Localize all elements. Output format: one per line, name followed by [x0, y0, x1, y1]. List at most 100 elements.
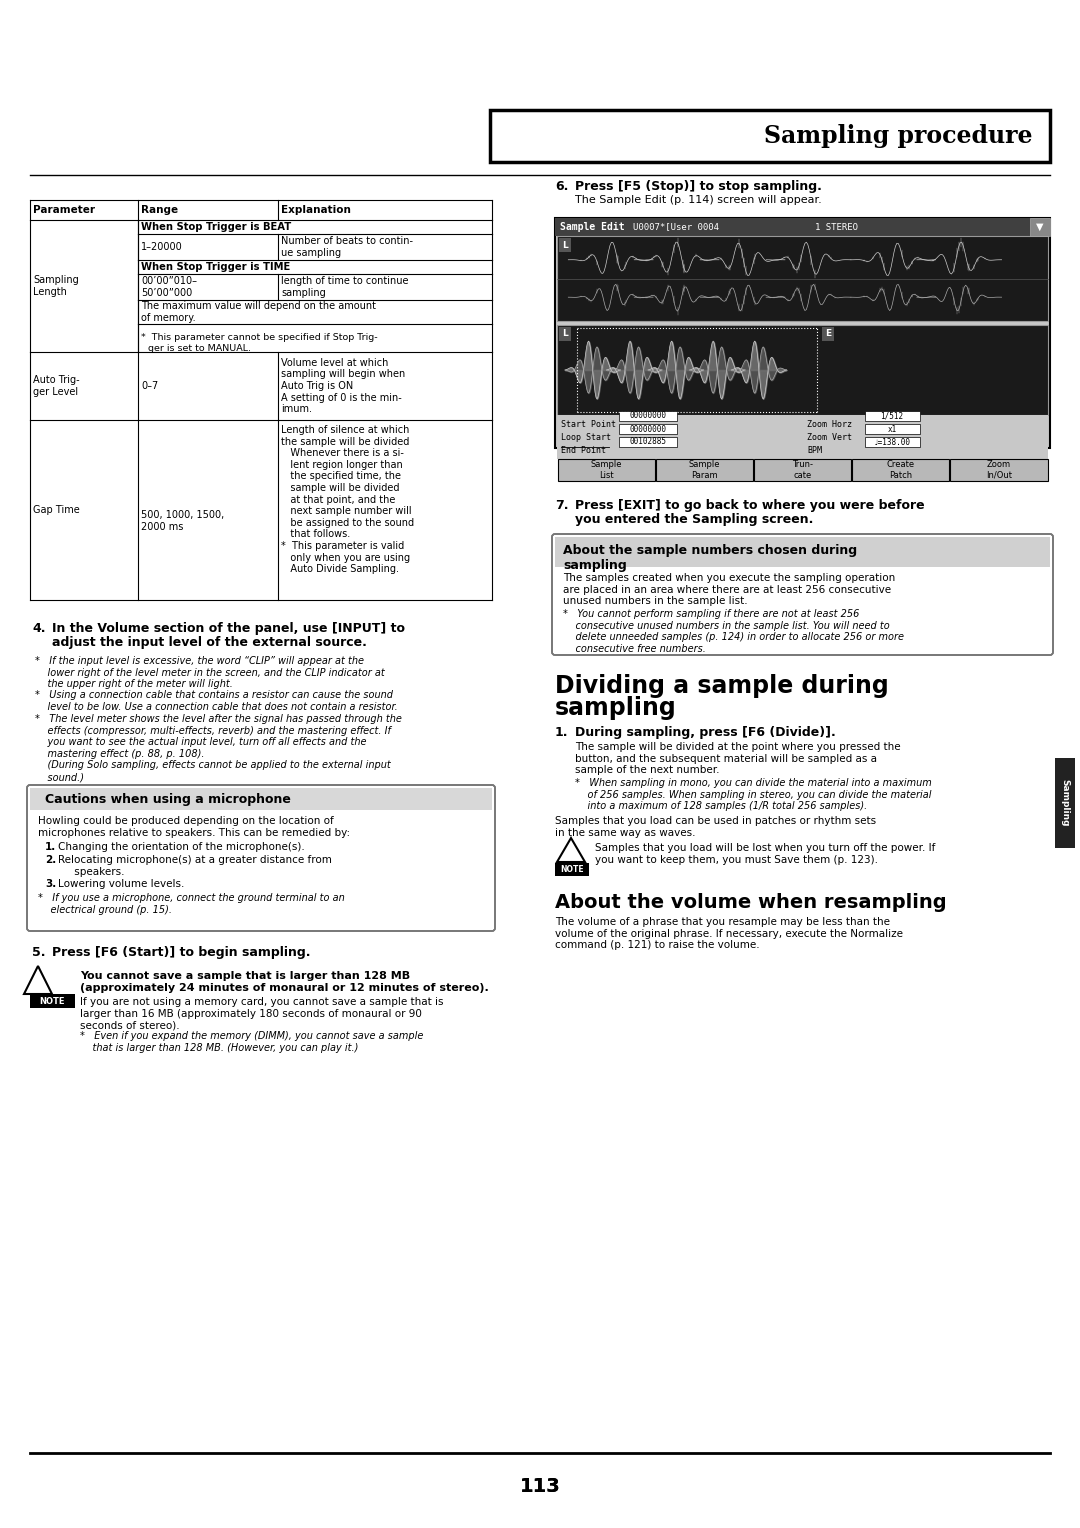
Bar: [656, 458, 753, 481]
Text: Sample
Param: Sample Param: [689, 460, 720, 480]
Text: 1–20000: 1–20000: [141, 241, 183, 252]
Bar: [852, 458, 949, 481]
Text: Parameter: Parameter: [33, 205, 95, 215]
Text: *   Using a connection cable that contains a resistor can cause the sound
    le: * Using a connection cable that contains…: [35, 691, 397, 712]
Text: *   You cannot perform sampling if there are not at least 256
    consecutive un: * You cannot perform sampling if there a…: [563, 610, 904, 654]
Text: Sampling
Length: Sampling Length: [33, 275, 79, 296]
Text: 00’00”010–
50’00”000: 00’00”010– 50’00”000: [141, 277, 197, 298]
Text: If you are not using a memory card, you cannot save a sample that is
larger than: If you are not using a memory card, you …: [80, 996, 444, 1030]
Text: 00000000: 00000000: [630, 411, 666, 420]
Text: you entered the Sampling screen.: you entered the Sampling screen.: [575, 513, 813, 526]
Text: Gap Time: Gap Time: [33, 504, 80, 515]
Text: Sample
List: Sample List: [591, 460, 622, 480]
Text: Create
Patch: Create Patch: [887, 460, 915, 480]
Text: adjust the input level of the external source.: adjust the input level of the external s…: [52, 636, 367, 649]
Polygon shape: [24, 966, 52, 995]
Text: 113: 113: [519, 1476, 561, 1496]
Text: The sample will be divided at the point where you pressed the
button, and the su: The sample will be divided at the point …: [575, 743, 901, 775]
Text: Start Point: Start Point: [561, 420, 616, 429]
Text: 1/512: 1/512: [880, 411, 904, 420]
Bar: [619, 437, 677, 448]
Text: 1.: 1.: [45, 842, 56, 853]
Text: 00102885: 00102885: [630, 437, 666, 446]
Text: When Stop Trigger is TIME: When Stop Trigger is TIME: [141, 261, 291, 272]
Text: L: L: [562, 240, 568, 249]
Text: Zoom
In/Out: Zoom In/Out: [986, 460, 1012, 480]
Text: (approximately 24 minutes of monaural or 12 minutes of stereo).: (approximately 24 minutes of monaural or…: [80, 983, 489, 993]
Text: Sampling procedure: Sampling procedure: [764, 124, 1032, 148]
Text: Press [F6 (Start)] to begin sampling.: Press [F6 (Start)] to begin sampling.: [52, 946, 311, 960]
Text: End Point: End Point: [561, 446, 606, 455]
Bar: [822, 327, 834, 341]
Text: E: E: [825, 330, 832, 339]
Text: ger is set to MANUAL.: ger is set to MANUAL.: [148, 344, 251, 353]
Text: 1.: 1.: [555, 726, 568, 740]
Text: Trun-
cate: Trun- cate: [792, 460, 813, 480]
Bar: [555, 219, 1050, 448]
Bar: [557, 416, 1048, 458]
Text: Press [F5 (Stop)] to stop sampling.: Press [F5 (Stop)] to stop sampling.: [575, 180, 822, 193]
Text: U0007*[User 0004: U0007*[User 0004: [633, 223, 719, 232]
Text: 00000000: 00000000: [630, 425, 666, 434]
Text: Loop Start: Loop Start: [561, 432, 611, 442]
Text: Volume level at which
sampling will begin when
Auto Trig is ON
A setting of 0 is: Volume level at which sampling will begi…: [281, 358, 405, 414]
Bar: [754, 458, 851, 481]
Text: Zoom Horz: Zoom Horz: [807, 420, 852, 429]
Text: Number of beats to contin-
ue sampling: Number of beats to contin- ue sampling: [281, 237, 413, 258]
Text: Zoom Vert: Zoom Vert: [807, 432, 852, 442]
Text: During sampling, press [F6 (Divide)].: During sampling, press [F6 (Divide)].: [575, 726, 836, 740]
Text: Howling could be produced depending on the location of
microphones relative to s: Howling could be produced depending on t…: [38, 816, 350, 837]
Text: 6.: 6.: [555, 180, 568, 193]
Text: Sample Edit: Sample Edit: [561, 222, 624, 232]
FancyBboxPatch shape: [552, 533, 1053, 656]
Bar: [557, 458, 654, 481]
Text: Length of silence at which
the sample will be divided
   Whenever there is a si-: Length of silence at which the sample wi…: [281, 425, 414, 575]
Bar: [555, 536, 1050, 567]
Text: Explanation: Explanation: [281, 205, 351, 215]
Text: 0–7: 0–7: [141, 380, 159, 391]
Text: Dividing a sample during: Dividing a sample during: [555, 674, 889, 698]
Bar: [559, 238, 571, 252]
Text: Changing the orientation of the microphone(s).: Changing the orientation of the micropho…: [58, 842, 305, 853]
Text: 2.: 2.: [45, 856, 56, 865]
Text: Auto Trig-
ger Level: Auto Trig- ger Level: [33, 376, 80, 397]
Text: *  This parameter cannot be specified if Stop Trig-: * This parameter cannot be specified if …: [141, 333, 378, 342]
Bar: [557, 235, 1048, 321]
Text: About the volume when resampling: About the volume when resampling: [555, 892, 947, 912]
Text: NOTE: NOTE: [561, 865, 584, 874]
Text: 5.: 5.: [32, 946, 45, 960]
Text: length of time to continue
sampling: length of time to continue sampling: [281, 277, 408, 298]
Text: Cautions when using a microphone: Cautions when using a microphone: [45, 793, 291, 805]
Text: Samples that you load will be lost when you turn off the power. If
you want to k: Samples that you load will be lost when …: [595, 843, 935, 865]
Bar: [490, 110, 1050, 162]
Text: 1 STEREO: 1 STEREO: [815, 223, 858, 232]
Text: *   If you use a microphone, connect the ground terminal to an
    electrical gr: * If you use a microphone, connect the g…: [38, 892, 345, 915]
Text: *   When sampling in mono, you can divide the material into a maximum
    of 256: * When sampling in mono, you can divide …: [575, 778, 932, 811]
Bar: [30, 788, 492, 810]
Text: Samples that you load can be used in patches or rhythm sets
in the same way as w: Samples that you load can be used in pat…: [555, 816, 876, 837]
Bar: [865, 437, 920, 448]
Text: 3.: 3.: [45, 879, 56, 889]
Text: ♩=138.00: ♩=138.00: [874, 437, 910, 446]
Bar: [619, 411, 677, 422]
Text: About the sample numbers chosen during
sampling: About the sample numbers chosen during s…: [563, 544, 858, 571]
Text: The samples created when you execute the sampling operation
are placed in an are: The samples created when you execute the…: [563, 573, 895, 607]
Bar: [950, 458, 1048, 481]
Text: Press [EXIT] to go back to where you were before: Press [EXIT] to go back to where you wer…: [575, 500, 924, 512]
Text: The volume of a phrase that you resample may be less than the
volume of the orig: The volume of a phrase that you resample…: [555, 917, 903, 950]
Text: Range: Range: [141, 205, 178, 215]
Text: Relocating microphone(s) at a greater distance from
     speakers.: Relocating microphone(s) at a greater di…: [58, 856, 332, 877]
Text: *   Even if you expand the memory (DIMM), you cannot save a sample
    that is l: * Even if you expand the memory (DIMM), …: [80, 1031, 423, 1053]
Bar: [557, 325, 1048, 416]
Bar: [865, 423, 920, 434]
Text: 500, 1000, 1500,
2000 ms: 500, 1000, 1500, 2000 ms: [141, 510, 225, 532]
Text: 113: 113: [519, 1476, 561, 1496]
Text: When Stop Trigger is BEAT: When Stop Trigger is BEAT: [141, 222, 292, 232]
Text: *   The level meter shows the level after the signal has passed through the
    : * The level meter shows the level after …: [35, 714, 402, 782]
FancyBboxPatch shape: [27, 785, 495, 931]
Bar: [1030, 219, 1050, 235]
Bar: [30, 995, 75, 1008]
Text: NOTE: NOTE: [39, 996, 65, 1005]
Text: In the Volume section of the panel, use [INPUT] to: In the Volume section of the panel, use …: [52, 622, 405, 636]
Text: Lowering volume levels.: Lowering volume levels.: [58, 879, 185, 889]
